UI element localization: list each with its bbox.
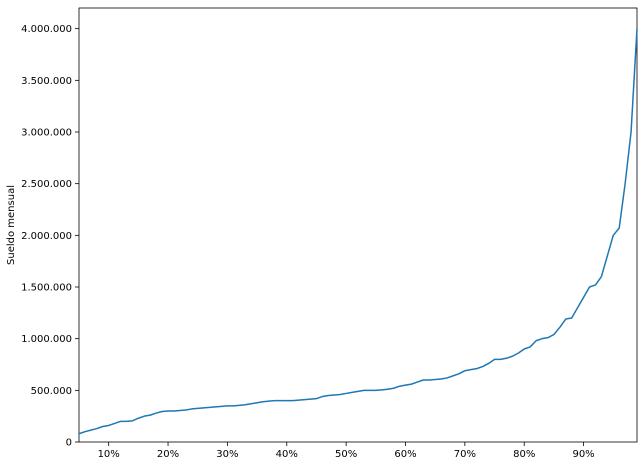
x-tick-label: 10%: [98, 449, 120, 460]
x-tick-label: 60%: [394, 449, 416, 460]
x-tick-label: 90%: [572, 449, 594, 460]
x-tick-label: 80%: [513, 449, 535, 460]
y-axis-label: Sueldo mensual: [6, 185, 17, 265]
y-tick-label: 3.500.000: [21, 76, 72, 87]
y-tick-label: 3.000.000: [21, 128, 72, 139]
y-tick-label: 1.000.000: [21, 334, 72, 345]
y-tick-label: 1.500.000: [21, 283, 72, 294]
x-tick-label: 70%: [454, 449, 476, 460]
x-axis: 10% 20% 30% 40% 50% 60% 70% 80% 90%: [98, 442, 595, 460]
x-tick-label: 30%: [216, 449, 238, 460]
y-tick-label: 2.500.000: [21, 179, 72, 190]
x-tick-label: 40%: [276, 449, 298, 460]
y-tick-label: 500.000: [31, 386, 72, 397]
plot-area: [78, 7, 638, 443]
x-tick-label: 50%: [335, 449, 357, 460]
y-tick-label: 0: [66, 438, 72, 449]
y-tick-label: 4.000.000: [21, 24, 72, 35]
x-tick-label: 20%: [157, 449, 179, 460]
y-tick-label: 2.000.000: [21, 231, 72, 242]
series-line: [78, 27, 638, 435]
y-axis: 0 500.000 1.000.000 1.500.000 2.000.000 2.500…: [21, 24, 79, 449]
